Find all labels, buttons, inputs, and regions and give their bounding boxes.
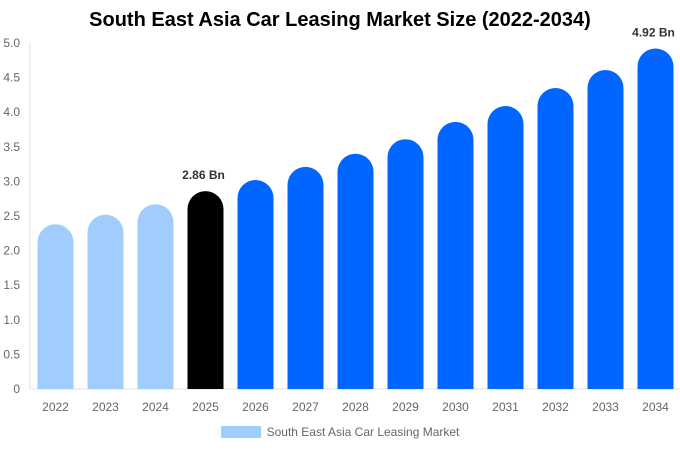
y-tick-label: 3.0 bbox=[3, 174, 20, 188]
x-tick-label: 2022 bbox=[42, 400, 69, 414]
bar-2029 bbox=[387, 139, 424, 389]
x-tick-label: 2024 bbox=[142, 400, 169, 414]
y-tick-label: 4.0 bbox=[3, 105, 20, 119]
y-tick-label: 2.0 bbox=[3, 244, 20, 258]
bar-2027 bbox=[287, 166, 324, 389]
bar-2033 bbox=[587, 69, 624, 389]
bar-2022 bbox=[37, 224, 74, 389]
y-tick-label: 2.5 bbox=[3, 209, 20, 223]
y-tick-label: 1.0 bbox=[3, 313, 20, 327]
x-tick-label: 2031 bbox=[492, 400, 519, 414]
legend-swatch bbox=[220, 426, 261, 438]
bar-2026 bbox=[237, 180, 274, 389]
y-tick-label: 1.5 bbox=[3, 278, 20, 292]
x-tick-label: 2033 bbox=[592, 400, 619, 414]
bar-2032 bbox=[537, 87, 574, 389]
x-tick-label: 2023 bbox=[92, 400, 119, 414]
bar-2028 bbox=[337, 153, 374, 389]
bar-2023 bbox=[87, 214, 124, 389]
x-tick-label: 2029 bbox=[392, 400, 419, 414]
x-tick-label: 2030 bbox=[442, 400, 469, 414]
x-tick-label: 2034 bbox=[642, 400, 669, 414]
x-tick-label: 2028 bbox=[342, 400, 369, 414]
data-label: 4.92 Bn bbox=[632, 26, 675, 40]
bar-2025 bbox=[187, 191, 224, 389]
y-tick-label: 0.5 bbox=[3, 347, 20, 361]
y-tick-label: 0 bbox=[13, 382, 20, 396]
bar-2024 bbox=[137, 204, 174, 389]
y-tick-label: 3.5 bbox=[3, 140, 20, 154]
y-tick-label: 5.0 bbox=[3, 36, 20, 50]
legend: South East Asia Car Leasing Market bbox=[0, 425, 680, 439]
x-tick-label: 2027 bbox=[292, 400, 319, 414]
legend-label[interactable]: South East Asia Car Leasing Market bbox=[266, 425, 460, 439]
bar-2030 bbox=[437, 121, 474, 389]
bar-2031 bbox=[487, 105, 524, 390]
x-tick-label: 2026 bbox=[242, 400, 269, 414]
bar-2034 bbox=[637, 48, 674, 389]
y-tick-label: 4.5 bbox=[3, 71, 20, 85]
chart-title: South East Asia Car Leasing Market Size … bbox=[89, 9, 591, 31]
x-tick-label: 2025 bbox=[192, 400, 219, 414]
data-label: 2.86 Bn bbox=[182, 168, 225, 182]
x-tick-label: 2032 bbox=[542, 400, 569, 414]
